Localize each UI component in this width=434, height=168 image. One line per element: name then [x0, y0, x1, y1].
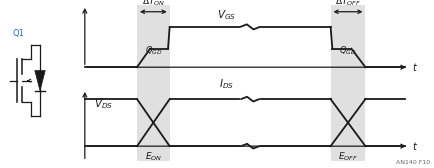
Text: $V_{DS}$: $V_{DS}$: [93, 97, 112, 111]
Text: AN140 F10: AN140 F10: [395, 160, 429, 165]
Text: $Q_{GD}$: $Q_{GD}$: [339, 45, 356, 57]
Polygon shape: [35, 71, 45, 91]
Text: $V_{GS}$: $V_{GS}$: [216, 8, 235, 22]
Bar: [137, 5, 169, 161]
Text: $\Delta T_{OFF}$: $\Delta T_{OFF}$: [334, 0, 360, 8]
Text: $\Delta T_{ON}$: $\Delta T_{ON}$: [141, 0, 164, 8]
Text: $E_{ON}$: $E_{ON}$: [145, 151, 161, 163]
Text: $t$: $t$: [411, 140, 418, 152]
Text: $t$: $t$: [411, 61, 418, 73]
Text: $E_{OFF}$: $E_{OFF}$: [337, 151, 357, 163]
Text: $Q_{GD}$: $Q_{GD}$: [145, 45, 161, 57]
Text: $I_{DS}$: $I_{DS}$: [218, 77, 233, 91]
Text: Q1: Q1: [12, 29, 24, 38]
Bar: [330, 5, 365, 161]
